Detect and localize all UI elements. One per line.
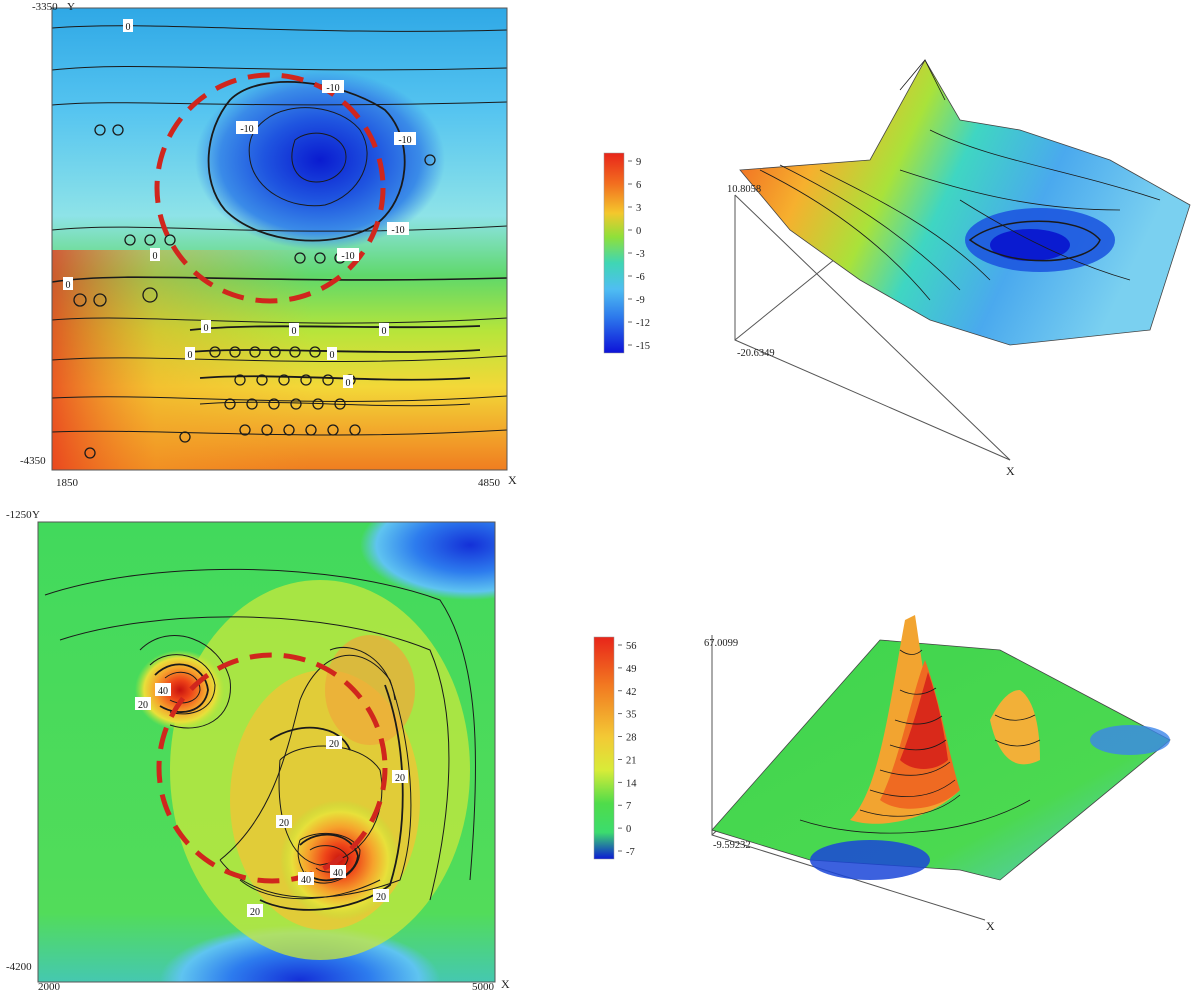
top-contour-label: 0 — [330, 350, 335, 361]
top-surface-plot — [734, 59, 1191, 461]
bottom-x-min-tick: 2000 — [38, 981, 61, 993]
top-colorbar-tick-label: 3 — [636, 203, 641, 214]
top-colorbar-tick-label: -12 — [636, 318, 650, 329]
top-x-max-tick: 4850 — [478, 477, 501, 489]
bottom-contour-map — [37, 521, 496, 983]
top-surface-axes: 10.8058 -20.6349 X — [727, 184, 1015, 478]
bottom-colorbar-tick-label: 14 — [626, 778, 637, 789]
bottom-contour-label-box — [155, 683, 171, 696]
bottom-map-axes: -1250 Y -4200 2000 5000 X — [6, 509, 510, 993]
bottom-contour-label: 40 — [158, 686, 168, 697]
top-y-axis-label: Y — [67, 1, 75, 13]
bottom-colorbar-tick-label: 7 — [626, 801, 631, 812]
bottom-contour-label-box — [276, 815, 292, 828]
top-contour-label: -10 — [391, 225, 404, 236]
top-contour-label-box — [394, 132, 416, 145]
bottom-contour-label: 40 — [333, 868, 343, 879]
top-contour-label-box — [379, 323, 389, 336]
top-contour-label-box — [201, 320, 211, 333]
bottom-contour-label-box — [392, 770, 408, 783]
top-contour-label-box — [123, 19, 133, 32]
bottom-contour-label-box — [326, 736, 342, 749]
bottom-contour-label-box — [247, 904, 263, 917]
top-contour-label: 0 — [188, 350, 193, 361]
top-map-axes: -3350 Y -4350 1850 4850 X — [20, 1, 517, 489]
bottom-highlight-circle — [156, 652, 388, 884]
bottom-surface-x-label: X — [986, 919, 995, 933]
bottom-colorbar-tick-label: 49 — [626, 664, 637, 675]
bottom-contour-label: 20 — [395, 773, 405, 784]
bottom-contour-label: 20 — [250, 907, 260, 918]
top-contour-label: -10 — [240, 124, 253, 135]
bottom-surface-axes: 67.0099 -9.59232 X — [704, 638, 995, 933]
bottom-colorbar-tick-label: 35 — [626, 710, 637, 721]
bottom-y-max-tick: -1250 — [6, 509, 32, 521]
top-colorbar-tick-label: 0 — [636, 226, 641, 237]
top-contour-label: 0 — [346, 378, 351, 389]
top-contour-label-box — [150, 248, 160, 261]
bottom-contour-label-box — [330, 865, 346, 878]
bottom-contour-label-box — [135, 697, 151, 710]
bottom-colorbar-tick-label: 42 — [626, 687, 637, 698]
top-contour-label-box — [236, 121, 258, 134]
top-y-max-tick: -3350 — [32, 1, 58, 13]
bottom-contour-label: 20 — [329, 739, 339, 750]
top-colorbar-tick-label: -3 — [636, 249, 645, 260]
bottom-contour-label: 20 — [138, 700, 148, 711]
top-contour-label: -10 — [326, 83, 339, 94]
top-colorbar-tick-label: -15 — [636, 341, 650, 352]
top-contour-labels: 0 -10 -10 -10 -10 -10 0 0 0 0 0 0 0 0 — [63, 19, 416, 389]
bottom-contour-labels: 40 20 20 20 20 40 40 20 20 — [135, 683, 408, 918]
top-contour-map — [51, 7, 508, 471]
top-contour-label: -10 — [341, 251, 354, 262]
bottom-contour-label-box — [298, 872, 314, 885]
bottom-colorbar-tick-label: 0 — [626, 824, 631, 835]
top-surface-x-label: X — [1006, 464, 1015, 478]
bottom-x-axis-label: X — [501, 977, 510, 991]
top-contour-label: -10 — [398, 135, 411, 146]
top-contour-label-box — [185, 347, 195, 360]
top-colorbar-tick-label: -9 — [636, 295, 645, 306]
top-contour-label: 0 — [153, 251, 158, 262]
bottom-contour-label: 20 — [376, 892, 386, 903]
bottom-surface-z-max: 67.0099 — [704, 638, 738, 649]
top-contour-label: 0 — [382, 326, 387, 337]
top-contour-label-box — [322, 80, 344, 93]
top-colorbar: 9 6 3 0 -3 -6 -9 -12 -15 — [603, 152, 650, 354]
top-contour-label: 0 — [292, 326, 297, 337]
top-contour-label-box — [343, 375, 353, 388]
top-contour-label-box — [289, 323, 299, 336]
top-contour-label: 0 — [126, 22, 131, 33]
top-contour-label: 0 — [204, 323, 209, 334]
bottom-colorbar-tick-label: 21 — [626, 755, 637, 766]
top-contour-label-box — [387, 222, 409, 235]
bottom-contour-label: 40 — [301, 875, 311, 886]
top-contour-label: 0 — [66, 280, 71, 291]
bottom-colorbar-tick-label: 56 — [626, 641, 637, 652]
top-colorbar-tick-label: -6 — [636, 272, 645, 283]
top-contour-label-box — [327, 347, 337, 360]
top-y-min-tick: -4350 — [20, 455, 46, 467]
top-x-axis-label: X — [508, 473, 517, 487]
top-highlight-circle — [154, 72, 386, 304]
top-contour-label-box — [63, 277, 73, 290]
top-x-min-tick: 1850 — [56, 477, 79, 489]
top-surface-z-min: -20.6349 — [737, 348, 775, 359]
top-contour-label-box — [337, 248, 359, 261]
bottom-contour-label: 20 — [279, 818, 289, 829]
bottom-y-min-tick: -4200 — [6, 961, 32, 973]
top-colorbar-tick-label: 6 — [636, 180, 641, 191]
top-colorbar-tick-label: 9 — [636, 157, 641, 168]
bottom-colorbar: 56 49 42 35 28 21 14 7 0 -7 — [593, 636, 637, 860]
bottom-x-max-tick: 5000 — [472, 981, 495, 993]
bottom-y-axis-label: Y — [32, 509, 40, 521]
top-surface-z-max: 10.8058 — [727, 184, 761, 195]
bottom-colorbar-tick-label: -7 — [626, 847, 635, 858]
bottom-contour-label-box — [373, 889, 389, 902]
bottom-colorbar-tick-label: 28 — [626, 733, 637, 744]
bottom-surface-plot — [711, 615, 1171, 921]
bottom-surface-z-min: -9.59232 — [713, 840, 751, 851]
